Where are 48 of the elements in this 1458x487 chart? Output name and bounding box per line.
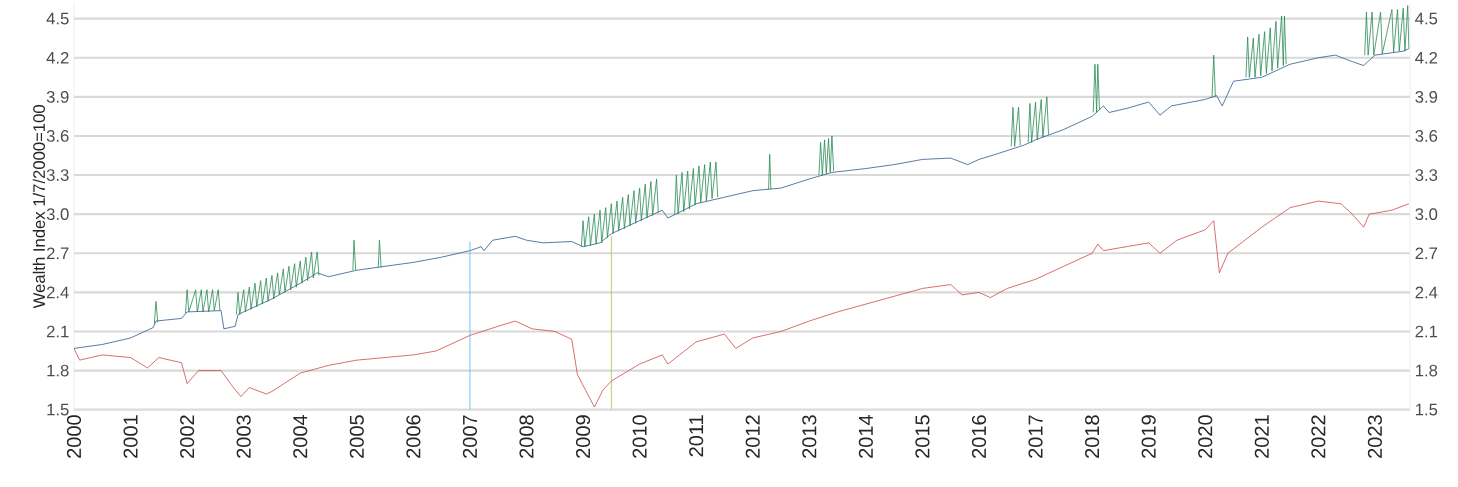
x-tick-label: 2010	[632, 415, 647, 458]
y-tick-label: 1.5	[47, 403, 69, 416]
y-tick-label: 4.2	[46, 51, 69, 64]
y-tick-label: 3.0	[46, 208, 69, 221]
x-tick-label: 2012	[745, 415, 760, 458]
x-tick-label: 2009	[575, 415, 591, 458]
x-tick-label: 2005	[349, 415, 364, 458]
x-tick-label: 2017	[1028, 415, 1043, 458]
x-tick-label: 2023	[1367, 415, 1382, 458]
x-tick-label: 2018	[1085, 415, 1100, 458]
y-tick-label: 2.7	[46, 247, 69, 260]
y2-tick-label: 3.3	[1415, 169, 1438, 181]
x-tick-label: 2020	[1198, 415, 1213, 458]
y-axis-title: Wealth Index 1/7/2000=100	[32, 105, 45, 309]
y2-tick-label: 4.5	[1415, 12, 1438, 25]
x-tick-label: 2008	[519, 415, 534, 458]
y-tick-label: 3.6	[46, 130, 69, 142]
x-tick-label: 2002	[180, 415, 195, 458]
x-tick-label: 2016	[971, 415, 987, 458]
x-tick-label: 2004	[293, 414, 308, 458]
x-tick-label: 2019	[1141, 415, 1156, 458]
y2-tick-label: 1.5	[1416, 403, 1438, 416]
x-tick-label: 2006	[406, 415, 421, 458]
line-series	[74, 48, 1410, 349]
y2-tick-label: 2.7	[1415, 247, 1438, 260]
y2-tick-label: 1.8	[1416, 364, 1438, 377]
y2-tick-label: 2.4	[1415, 286, 1438, 299]
x-tick-label: 2014	[858, 414, 873, 458]
x-tick-label: 2003	[236, 415, 251, 458]
y2-tick-label: 3.9	[1415, 90, 1438, 103]
y2-tick-label: 3.6	[1415, 130, 1438, 142]
y-tick-label: 3.3	[46, 169, 69, 181]
x-tick-label: 2022	[1311, 415, 1326, 458]
x-tick-label: 2015	[915, 415, 930, 458]
y2-tick-label: 2.1	[1415, 325, 1438, 338]
x-tick-label: 2021	[1254, 415, 1269, 458]
y2-tick-label: 4.2	[1415, 51, 1438, 64]
y-tick-label: 2.1	[46, 325, 69, 338]
x-tick-label: 2007	[462, 415, 478, 458]
y2-tick-label: 3.0	[1415, 208, 1438, 221]
y-tick-label: 4.5	[46, 12, 69, 25]
x-tick-label: 2013	[802, 415, 817, 458]
x-tick-label: 2001	[123, 415, 138, 458]
y-tick-label: 2.4	[46, 286, 69, 299]
y-tick-label: 3.9	[46, 90, 69, 103]
x-tick-label: 2000	[66, 415, 82, 458]
x-tick-label: 2011	[689, 415, 704, 457]
y-tick-label: 1.8	[47, 364, 69, 377]
